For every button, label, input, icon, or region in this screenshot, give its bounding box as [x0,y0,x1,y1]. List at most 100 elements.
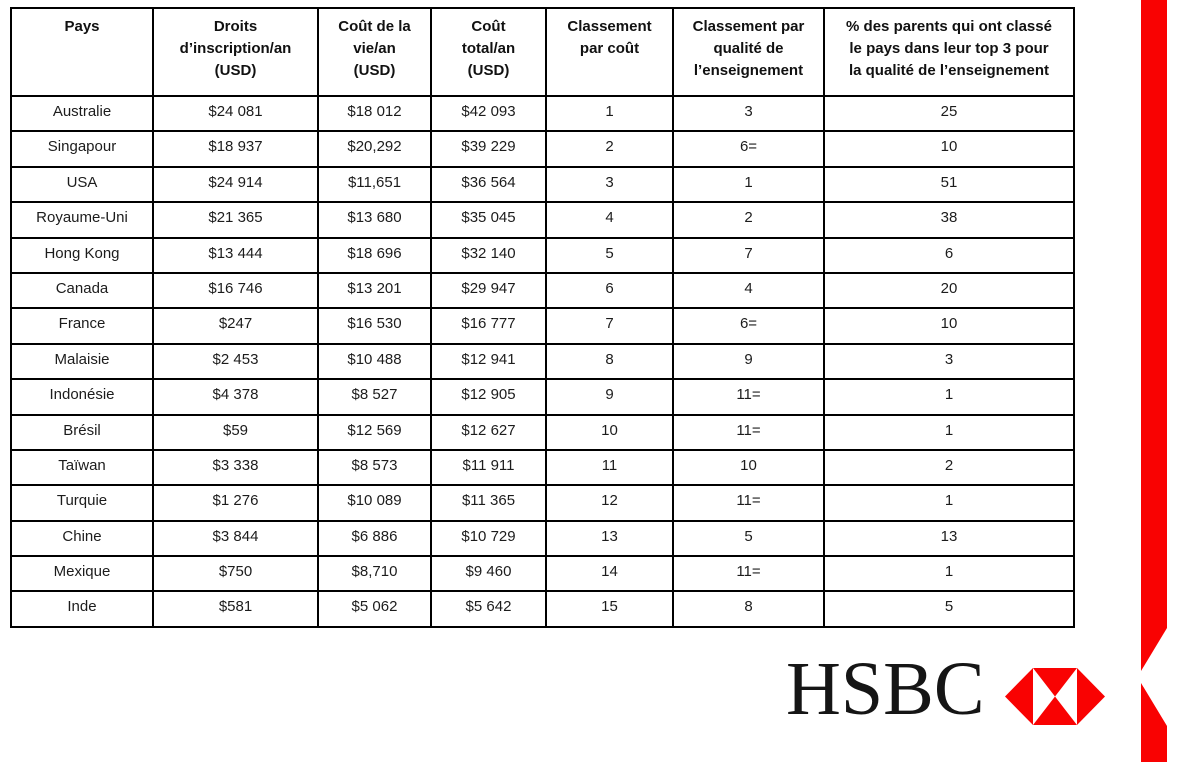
cell-country: Inde [10,590,154,628]
cell-quality-rank: 1 [672,165,825,204]
cell-parents-pct: 3 [823,342,1075,381]
cell-fees: $21 365 [152,201,319,239]
cell-country: Indonésie [10,378,154,416]
cell-fees: $3 338 [152,448,319,487]
header-line: d’inscription/an [179,40,292,57]
cell-quality-rank: 7 [672,236,825,274]
table-row: Brésil $59 $12 569 $12 627 10 11= 1 [10,413,1075,451]
cell-quality-rank: 5 [672,519,825,558]
header-line: Coût de la [338,18,411,35]
cell-fees: $13 444 [152,236,319,274]
cell-quality-rank: 6= [672,307,825,345]
table-row: Malaisie $2 453 $10 488 $12 941 8 9 3 [10,342,1075,381]
header-line: total/an [461,40,516,57]
cell-total-cost: $9 460 [430,555,547,593]
cell-country: Canada [10,271,154,310]
cell-living-cost: $8,710 [317,555,432,593]
education-costs-table: Pays Droits d’inscription/an (USD) Coût … [10,7,1075,628]
cell-quality-rank: 2 [672,201,825,239]
cell-parents-pct: 25 [823,94,1075,133]
cell-quality-rank: 11= [672,555,825,593]
cell-quality-rank: 4 [672,271,825,310]
cell-parents-pct: 13 [823,519,1075,558]
cell-living-cost: $13 201 [317,271,432,310]
cell-total-cost: $35 045 [430,201,547,239]
cell-cost-rank: 3 [545,165,674,204]
cell-parents-pct: 20 [823,271,1075,310]
cell-quality-rank: 3 [672,94,825,133]
red-stripe-decoration [1141,0,1167,762]
cell-quality-rank: 6= [672,130,825,168]
table-row: Hong Kong $13 444 $18 696 $32 140 5 7 6 [10,236,1075,274]
cell-total-cost: $5 642 [430,590,547,628]
table-row: Indonésie $4 378 $8 527 $12 905 9 11= 1 [10,378,1075,416]
column-header-droits-inscription: Droits d’inscription/an (USD) [152,7,319,97]
cell-fees: $1 276 [152,484,319,522]
table-row: Mexique $750 $8,710 $9 460 14 11= 1 [10,555,1075,593]
header-line: vie/an [353,40,396,57]
cell-cost-rank: 5 [545,236,674,274]
cell-fees: $247 [152,307,319,345]
education-costs-table-container: Pays Droits d’inscription/an (USD) Coût … [10,7,1075,628]
cell-quality-rank: 11= [672,413,825,451]
table-row: Taïwan $3 338 $8 573 $11 911 11 10 2 [10,448,1075,487]
cell-fees: $24 081 [152,94,319,133]
cell-living-cost: $20,292 [317,130,432,168]
header-line: l’enseignement [693,62,804,79]
cell-cost-rank: 14 [545,555,674,593]
cell-fees: $16 746 [152,271,319,310]
hsbc-hexagon-icon [1005,668,1105,725]
cell-country: Singapour [10,130,154,168]
column-header-cout-total: Coût total/an (USD) [430,7,547,97]
cell-parents-pct: 10 [823,130,1075,168]
column-header-pays: Pays [10,7,154,97]
header-line: Pays [64,18,100,35]
cell-total-cost: $32 140 [430,236,547,274]
header-line: (USD) [353,62,396,79]
cell-parents-pct: 1 [823,555,1075,593]
cell-cost-rank: 1 [545,94,674,133]
cell-fees: $18 937 [152,130,319,168]
cell-quality-rank: 11= [672,378,825,416]
cell-total-cost: $11 365 [430,484,547,522]
cell-parents-pct: 38 [823,201,1075,239]
cell-living-cost: $16 530 [317,307,432,345]
cell-living-cost: $18 696 [317,236,432,274]
table-body: Australie $24 081 $18 012 $42 093 1 3 25… [10,94,1075,628]
cell-cost-rank: 4 [545,201,674,239]
hsbc-wordmark: HSBC [786,647,985,731]
cell-quality-rank: 11= [672,484,825,522]
column-header-classement-cout: Classement par coût [545,7,674,97]
cell-fees: $59 [152,413,319,451]
cell-fees: $581 [152,590,319,628]
cell-quality-rank: 8 [672,590,825,628]
cell-country: Royaume-Uni [10,201,154,239]
cell-living-cost: $10 488 [317,342,432,381]
cell-country: USA [10,165,154,204]
cell-country: France [10,307,154,345]
cell-total-cost: $12 905 [430,378,547,416]
table-row: France $247 $16 530 $16 777 7 6= 10 [10,307,1075,345]
cell-parents-pct: 1 [823,378,1075,416]
header-line: qualité de [713,40,784,57]
cell-fees: $750 [152,555,319,593]
cell-country: Hong Kong [10,236,154,274]
cell-living-cost: $5 062 [317,590,432,628]
cell-living-cost: $18 012 [317,94,432,133]
header-line: % des parents qui ont classé [846,18,1052,35]
header-line: par coût [579,40,640,57]
cell-country: Taïwan [10,448,154,487]
cell-total-cost: $11 911 [430,448,547,487]
cell-parents-pct: 1 [823,484,1075,522]
cell-living-cost: $8 527 [317,378,432,416]
cell-cost-rank: 11 [545,448,674,487]
cell-parents-pct: 10 [823,307,1075,345]
column-header-pct-parents: % des parents qui ont classé le pays dan… [823,7,1075,97]
header-line: la qualité de l’enseignement [848,62,1050,79]
cell-total-cost: $36 564 [430,165,547,204]
cell-cost-rank: 8 [545,342,674,381]
cell-living-cost: $12 569 [317,413,432,451]
header-line: Droits [213,18,258,35]
cell-parents-pct: 1 [823,413,1075,451]
